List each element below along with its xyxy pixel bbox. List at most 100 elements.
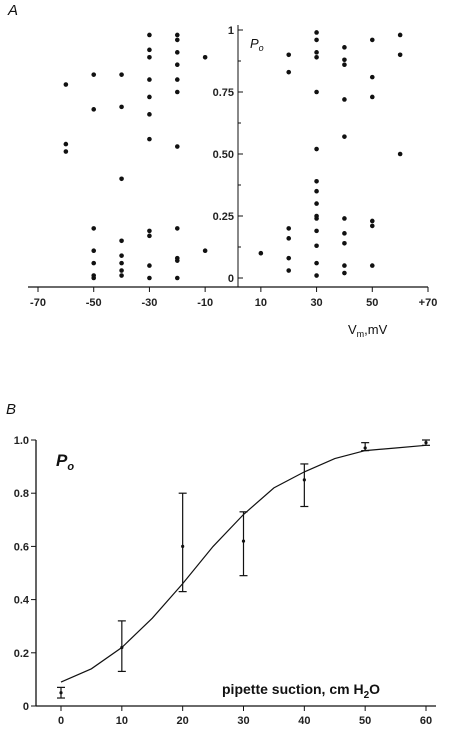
panel-b-x-tick-label: 0 [58, 715, 64, 727]
data-point [314, 228, 319, 234]
panel-a-points [63, 30, 403, 281]
data-point [119, 268, 124, 273]
data-point [91, 260, 97, 266]
mean-point [363, 446, 367, 450]
panel-a-x-title: Vm,mV [348, 322, 388, 339]
data-point [342, 97, 347, 102]
panel-b-label: B [6, 401, 16, 418]
panel-b-x-title: pipette suction, cm H2O [222, 681, 380, 701]
data-point [119, 72, 124, 77]
data-point [174, 89, 180, 95]
data-point [342, 134, 347, 139]
data-point [314, 260, 319, 266]
mean-point [181, 544, 185, 549]
panel-b-x-tick-label: 40 [298, 715, 310, 727]
data-point [314, 243, 319, 249]
data-point [174, 62, 180, 68]
data-point [314, 37, 319, 43]
mean-point [302, 478, 306, 482]
panel-b-y-ticks: 0 0.2 0.4 0.6 0.8 1.0 [14, 435, 36, 713]
panel-a-x-tick-label: -70 [30, 297, 46, 309]
panel-b: B 0 10 20 30 40 50 60 0 0.2 0.4 0.6 0.8 1.0 Po pipe… [6, 401, 436, 727]
error-bar [422, 439, 430, 446]
panel-b-x-tick-label: 60 [420, 715, 432, 727]
data-point [147, 94, 152, 100]
data-point [147, 77, 152, 82]
data-point [342, 263, 347, 268]
data-point [91, 275, 97, 281]
panel-a-y-tick-label: 0.75 [213, 87, 234, 99]
panel-b-y-tick-label: 0.4 [14, 595, 30, 607]
mean-point [241, 539, 246, 543]
data-point [342, 231, 347, 236]
data-point [342, 270, 347, 276]
data-point [91, 226, 97, 231]
error-bar [178, 492, 187, 593]
data-point [174, 37, 180, 43]
data-point [147, 32, 152, 38]
data-point [314, 201, 319, 206]
data-point [314, 30, 319, 35]
data-point [147, 112, 152, 117]
panel-a-y-ticks: 0 0.25 0.50 0.75 1 [213, 25, 243, 285]
panel-a-y-tick-label: 0.50 [213, 149, 234, 161]
panel-a-y-tick-label: 0 [228, 273, 234, 285]
data-point [174, 32, 180, 38]
data-point [369, 94, 375, 100]
panel-b-x-tick-label: 10 [116, 715, 128, 727]
data-point [342, 57, 347, 63]
data-point [286, 52, 292, 58]
data-point [286, 236, 292, 241]
panel-b-y-title: Po [56, 451, 74, 473]
panel-b-y-tick-label: 0.8 [14, 488, 29, 500]
data-point [286, 226, 292, 231]
data-point [342, 45, 347, 50]
data-point [147, 275, 152, 281]
data-point [119, 104, 124, 110]
error-bar [117, 620, 126, 673]
data-point [147, 263, 152, 268]
data-point [174, 77, 180, 82]
data-point [397, 151, 403, 157]
data-point [174, 275, 180, 281]
data-point [63, 141, 69, 147]
data-point [202, 248, 208, 254]
data-point [147, 47, 152, 53]
data-point [369, 223, 375, 229]
data-point [314, 178, 319, 184]
data-point [286, 69, 292, 75]
data-point [314, 89, 319, 95]
panel-b-y-tick-label: 1.0 [14, 435, 29, 447]
panel-b-x-ticks: 0 10 20 30 40 50 60 [58, 706, 432, 727]
panel-a-x-tick-label: 50 [366, 297, 378, 309]
data-point [202, 54, 208, 60]
data-point [286, 268, 292, 273]
data-point [147, 233, 152, 239]
mean-point [120, 645, 124, 650]
data-point [174, 50, 180, 55]
data-point [369, 263, 375, 268]
data-point [314, 188, 319, 194]
panel-a-label: A [7, 2, 18, 19]
error-bar [300, 463, 309, 508]
data-point [147, 228, 152, 234]
data-point [314, 54, 319, 60]
error-bar [57, 686, 65, 699]
panel-a-x-tick-label: +70 [419, 297, 438, 309]
panel-b-error-bars [57, 439, 430, 699]
data-point [314, 146, 319, 152]
panel-a: A -70 -50 -30 -10 10 30 50 +70 0 0.25 0.50 0.75 1 P… [7, 2, 437, 339]
data-point [119, 238, 124, 244]
data-point [369, 37, 375, 43]
data-point [342, 216, 347, 221]
data-point [119, 253, 124, 258]
error-bar [239, 511, 248, 577]
panel-b-y-tick-label: 0.6 [14, 541, 29, 553]
data-point [91, 72, 97, 77]
mean-point [59, 691, 63, 695]
panel-a-x-tick-label: 10 [255, 297, 267, 309]
panel-b-y-tick-label: 0.2 [14, 648, 29, 660]
data-point [174, 258, 180, 263]
data-point [397, 32, 403, 38]
